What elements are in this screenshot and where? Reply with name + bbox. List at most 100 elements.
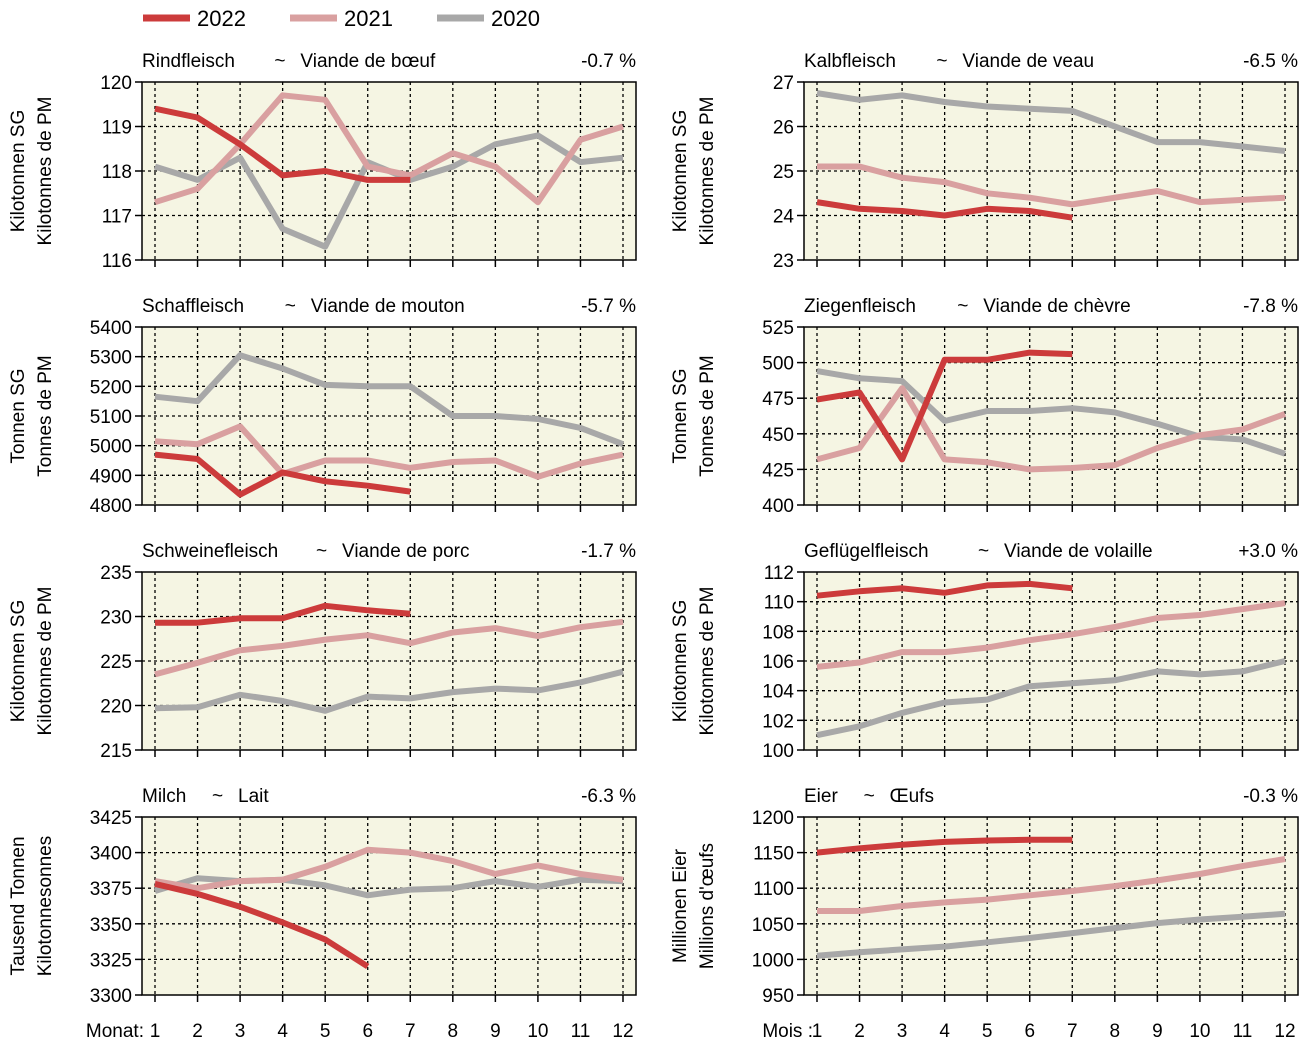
y-tick-label: 235 [100,563,132,584]
series-line-2020 [154,668,624,714]
panel-title-fr: Viande de volaille [1004,541,1153,562]
panel-title-fr: Viande de porc [342,541,469,562]
y-axis-label-fr: Tonnes de PM [35,355,56,476]
y-tick-label: 100 [762,741,794,762]
series-line-2020 [816,658,1286,739]
x-tick-label: 10 [1189,1021,1210,1042]
y-tick-label: 450 [762,425,794,446]
series-line-2021 [816,385,1287,473]
y-axis-label-fr: Tonnes de PM [697,355,718,476]
panel-title-fr: Viande de veau [962,51,1094,72]
y-tick-label: 5300 [90,348,132,369]
series-line-2021 [154,846,624,892]
panel-title-separator: ~ [957,296,968,317]
x-tick-label: 9 [490,1021,501,1042]
legend: 2022 2021 2020 [143,6,540,31]
y-tick-label: 110 [764,593,794,614]
y-axis-label-fr: Kilotonnes de PM [697,97,718,246]
plot-frame [803,816,1299,996]
y-tick-label: 500 [762,354,794,375]
x-tick-label: 4 [939,1021,950,1042]
y-tick-label: 118 [102,162,132,183]
y-tick-label: 23 [773,251,794,272]
y-tick-label: 5400 [90,318,132,339]
x-axis-caption: Monat: [86,1021,144,1042]
plot-frame [141,816,637,996]
y-tick-label: 1000 [752,950,794,971]
panel-change-value: -6.5 % [1243,51,1298,72]
panel-change-value: -0.7 % [581,51,636,72]
panel-title-de: Milch [142,786,186,807]
y-tick-label: 4800 [90,496,132,517]
y-tick-label: 26 [773,118,794,139]
panel-change-value: -6.3 % [581,786,636,807]
y-tick-label: 950 [762,986,794,1007]
y-tick-label: 27 [773,73,794,94]
panel-title-separator: ~ [285,296,296,317]
y-tick-label: 3425 [90,808,132,829]
y-tick-label: 4900 [90,466,132,487]
series-line-2022 [154,105,411,183]
y-tick-label: 3325 [90,950,132,971]
panel-kalbfleisch: 23 24 25 26 27 Kalbfleisch ~ Viande de veau -6.5… [670,51,1299,272]
x-tick-label: 5 [982,1021,993,1042]
panel-title-separator: ~ [978,541,989,562]
y-tick-label: 117 [102,207,132,228]
y-tick-label: 225 [100,652,132,673]
x-tick-label: 4 [277,1021,288,1042]
panel-title-separator: ~ [212,786,223,807]
x-tick-label: 10 [527,1021,548,1042]
x-tick-label: 2 [192,1021,203,1042]
y-axis-label-de: Kilotonnen SG [670,600,691,723]
y-tick-label: 24 [773,207,795,228]
series-line-2021 [817,856,1286,914]
y-tick-label: 5000 [90,437,132,458]
panel-title-de: Geflügelfleisch [804,541,929,562]
panel-title-de: Schweinefleisch [142,541,278,562]
panel-title-separator: ~ [864,786,875,807]
x-tick-label: 3 [897,1021,908,1042]
y-tick-label: 525 [762,318,794,339]
panel-ziegenfleisch: 400 425 450 475 500 525 Ziegenfleisch ~ Viande d… [670,296,1299,517]
y-axis-label-de: Tonnen SG [670,368,691,463]
y-tick-label: 400 [762,496,794,517]
series-line-2020 [154,352,625,448]
y-tick-label: 108 [762,622,794,643]
panel-change-value: -1.7 % [581,541,636,562]
y-tick-label: 230 [100,608,132,629]
y-axis-label-de: Kilotonnen SG [8,600,29,723]
y-tick-label: 112 [764,563,794,584]
x-tick-label: 11 [1233,1021,1253,1042]
y-axis-label-de: Tausend Tonnen [8,836,29,975]
panel-title-de: Schaffleisch [142,296,244,317]
y-tick-label: 119 [102,118,132,139]
x-tick-label: 12 [1274,1021,1295,1042]
series-line-2021 [154,618,624,678]
x-tick-label: 9 [1152,1021,1163,1042]
y-tick-label: 425 [762,460,794,481]
series-line-2021 [154,92,624,206]
legend-label-2020: 2020 [491,6,540,31]
panel-title-fr: Œufs [890,786,934,807]
panel-schaffleisch: 4800 4900 5000 5100 5200 5300 5400 Schaffleisch… [8,296,637,517]
panel-change-value: +3.0 % [1238,541,1298,562]
y-tick-label: 5100 [90,407,132,428]
x-tick-label: 12 [612,1021,633,1042]
legend-label-2021: 2021 [344,6,393,31]
y-axis-label-de: Millionen Eier [670,848,691,963]
plot-frame [803,326,1299,506]
y-tick-label: 3300 [90,986,132,1007]
y-axis-label-de: Kilotonnen SG [8,110,29,233]
panel-title-de: Kalbfleisch [804,51,896,72]
panel-change-value: -0.3 % [1243,786,1298,807]
x-tick-label: 7 [405,1021,416,1042]
series-line-2022 [154,880,370,970]
series-line-2021 [154,423,624,480]
y-axis-label-fr: Kilotonnes de PM [35,97,56,246]
y-axis-label-fr: Kilotonnes de PM [697,587,718,736]
y-tick-label: 102 [762,711,794,732]
panel-title-separator: ~ [936,51,947,72]
plot-area [142,817,636,995]
panel-title-fr: Lait [238,786,269,807]
